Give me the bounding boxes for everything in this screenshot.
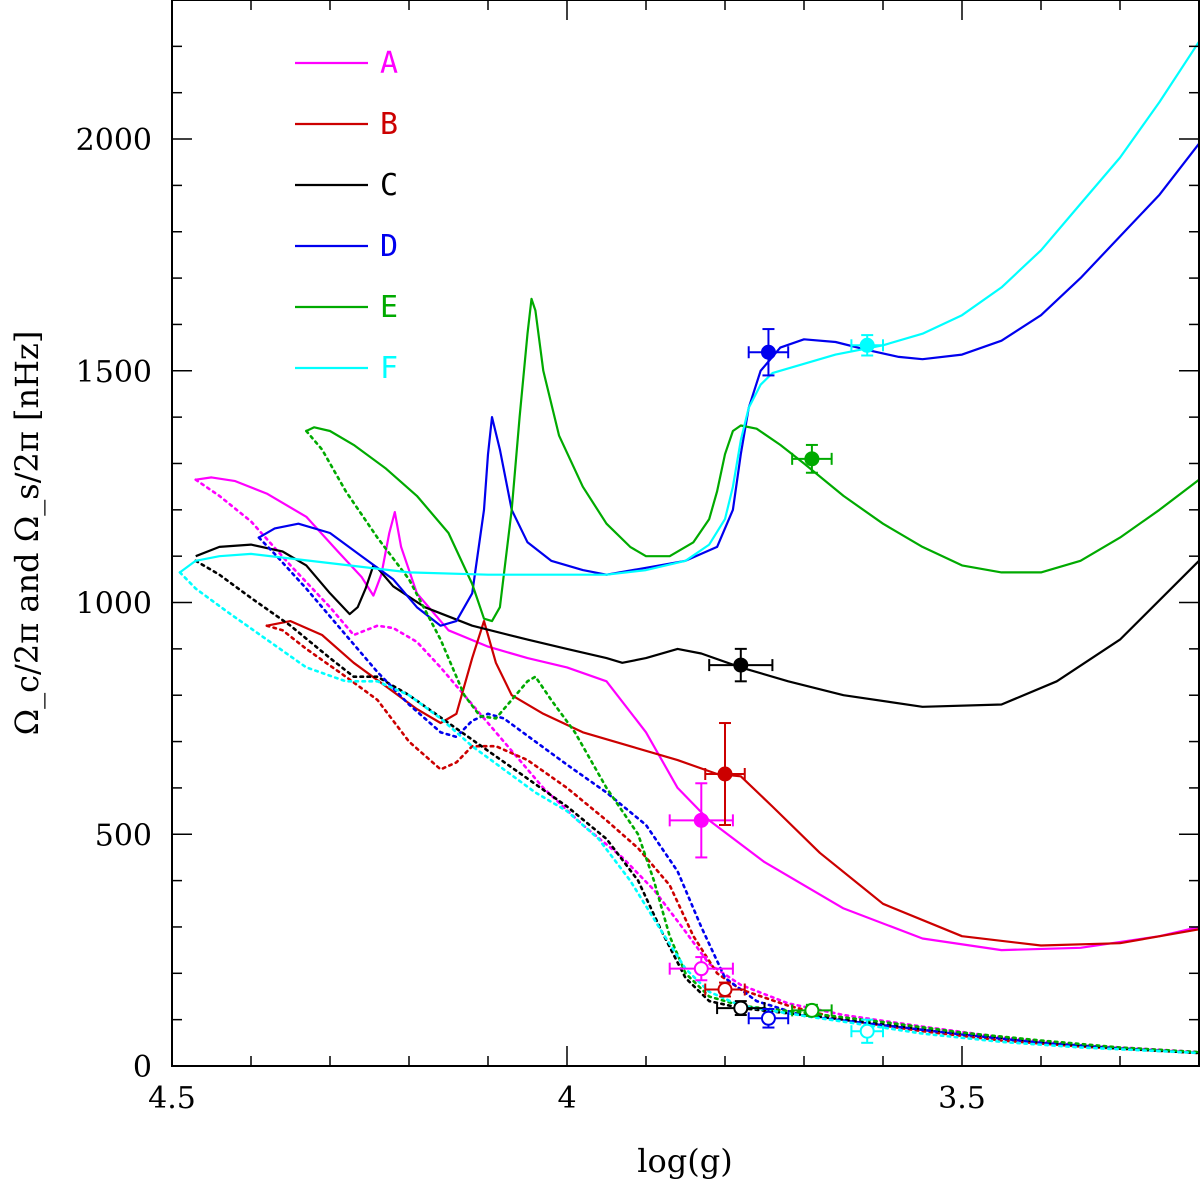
y-tick-label: 2000: [76, 123, 152, 158]
y-tick-label: 1000: [76, 587, 152, 622]
series-d-surface-point-marker: [760, 1010, 776, 1026]
series-e-core-line: [305, 297, 1200, 623]
series-b-core-point-marker: [717, 766, 733, 782]
series-b-core-line: [266, 619, 1200, 947]
legend-c-label: C: [380, 168, 398, 203]
series-f-surface-point-marker: [859, 1023, 875, 1039]
plot-frame: [171, 0, 1200, 1067]
legend-f-label: F: [380, 351, 398, 386]
legend-d-label: D: [380, 229, 398, 264]
y-tick-label: 0: [133, 1050, 152, 1085]
axis-ticks: 4.5 4 3.5 0 500 1000 1500 2000: [76, 0, 1200, 1116]
series-f-core-line: [179, 41, 1200, 576]
series-b-surface-point-marker: [717, 982, 733, 998]
series-d-core-line: [258, 143, 1200, 627]
series-e-surface-line: [304, 429, 1200, 1054]
series-a-core-point-marker: [693, 812, 709, 828]
points-layer: [668, 328, 884, 1044]
legend-e-label: E: [380, 290, 398, 325]
series-a-surface-line: [194, 478, 1200, 1054]
series-d-core-point-marker: [760, 344, 776, 360]
series-e-core-point-marker: [804, 451, 820, 467]
y-axis-title: Ω_c/2π and Ω_s/2π [nHz]: [8, 331, 46, 736]
series-c-core-line: [195, 543, 1200, 708]
series-e-surface-point-marker: [804, 1002, 820, 1018]
legend-b-label: B: [380, 107, 398, 142]
series-c-core-point-marker: [733, 657, 749, 673]
y-tick-label: 1500: [76, 355, 152, 390]
series-c-surface-point-marker: [733, 1000, 749, 1016]
series-a-surface-point-marker: [693, 961, 709, 977]
y-tick-label: 500: [95, 818, 152, 853]
series-c-surface-line: [194, 559, 1200, 1055]
x-tick-label: 4.5: [148, 1081, 196, 1116]
legend-a-label: A: [380, 46, 398, 81]
x-axis-title: log(g): [637, 1142, 732, 1180]
series-a-core-line: [195, 476, 1200, 952]
x-tick-label: 3.5: [938, 1081, 986, 1116]
x-tick-label: 4: [557, 1081, 576, 1116]
series-f-core-point-marker: [859, 337, 875, 353]
curves-layer: [178, 41, 1200, 1055]
